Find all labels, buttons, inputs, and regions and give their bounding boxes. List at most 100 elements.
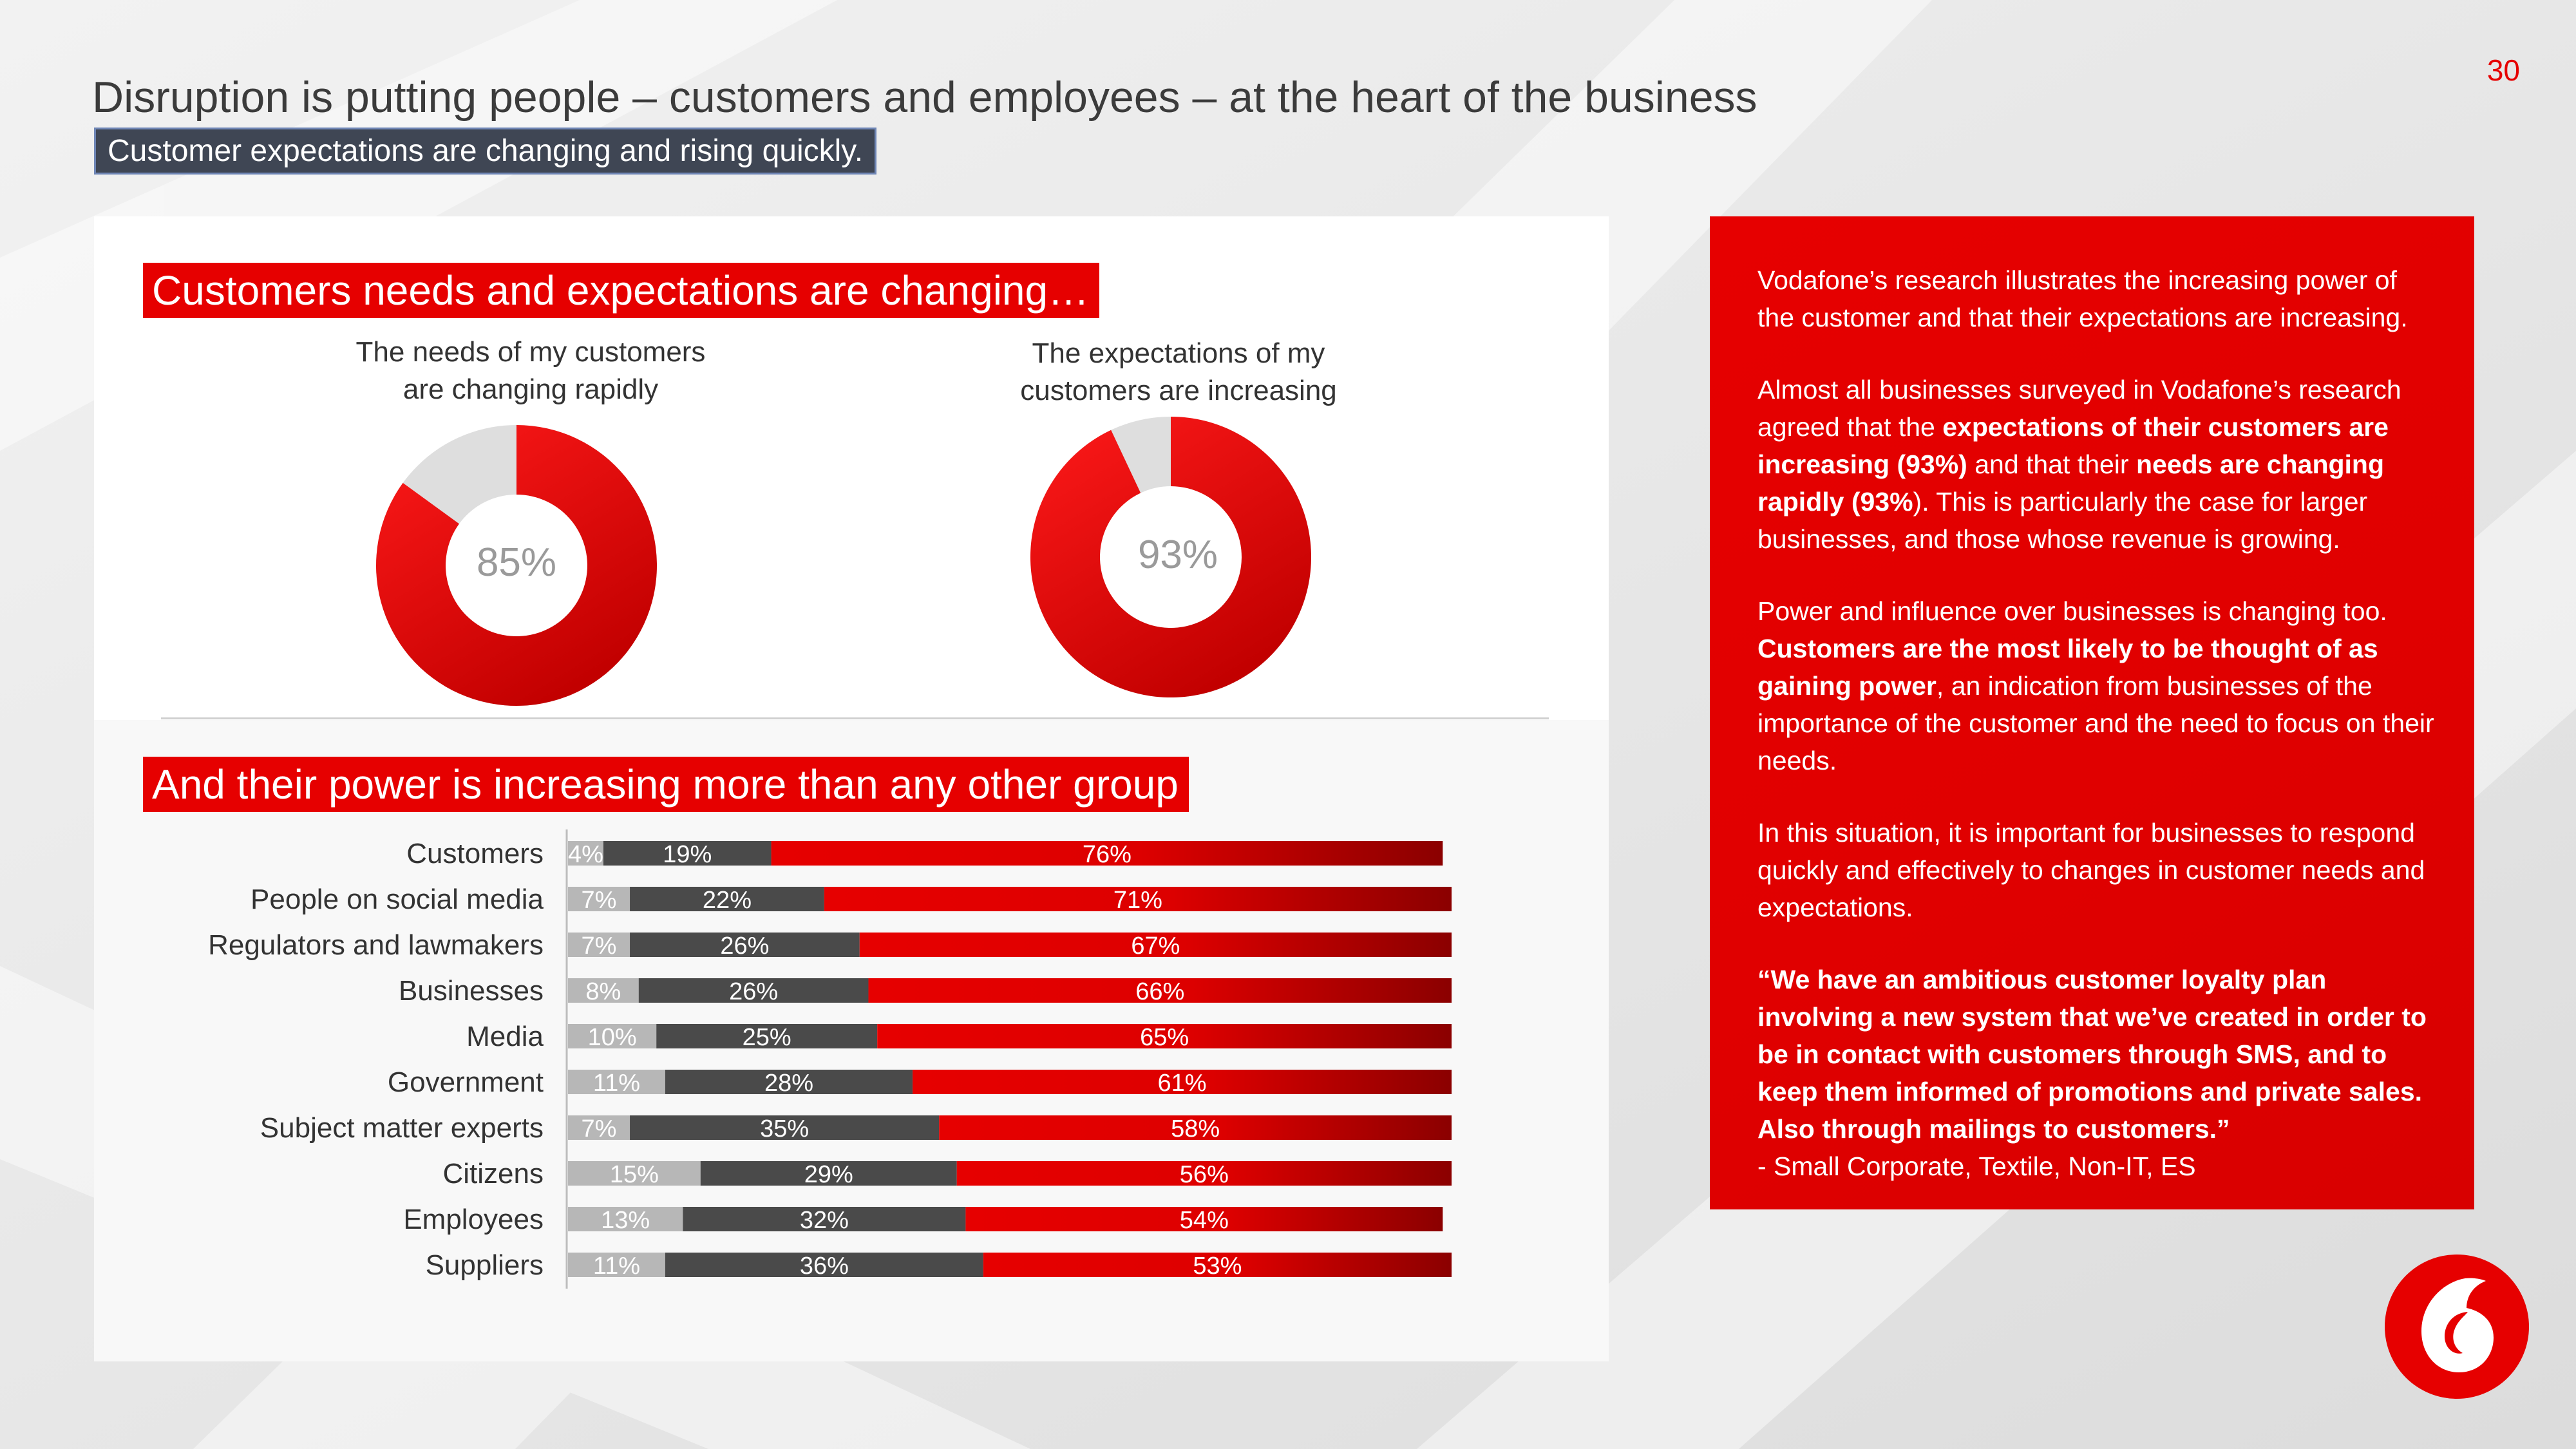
- bar-segment: [939, 1115, 1452, 1140]
- bar-segment: [700, 1161, 957, 1186]
- donut-chart-expectations: [1030, 417, 1311, 697]
- bar-segment: [568, 933, 630, 957]
- side-paragraph-2: Almost all businesses surveyed in Vodafo…: [1757, 375, 2401, 554]
- side-paragraph-4: In this situation, it is important for b…: [1757, 818, 2425, 922]
- section-divider: [161, 717, 1549, 719]
- bar-segment: [656, 1024, 878, 1048]
- donut-caption-expectations: The expectations of my customers are inc…: [953, 335, 1404, 410]
- donut-caption-needs-line2: are changing rapidly: [402, 374, 659, 405]
- bar-segment: [603, 841, 772, 866]
- bar-segment: [630, 887, 824, 911]
- stacked-bar-chart: Customers 4% 19% 76% People on social media 7…: [208, 829, 1452, 1307]
- bar-segment: [568, 1024, 657, 1048]
- bar-segment: [824, 887, 1452, 911]
- bar-value-label: 65%: [1140, 1024, 1189, 1051]
- bar-segment: [877, 1024, 1452, 1048]
- bar-segment: [665, 1070, 913, 1094]
- slide-number: 30: [2486, 53, 2520, 87]
- side-paragraph-1: Vodafone’s research illustrates the incr…: [1757, 265, 2408, 332]
- bar-value-label: 53%: [1193, 1253, 1242, 1280]
- bar-segment: [913, 1070, 1452, 1094]
- bar-segment: [665, 1253, 983, 1277]
- donut-caption-needs-line1: The needs of my customers: [355, 336, 706, 368]
- bar-value-label: 7%: [582, 1115, 617, 1142]
- bar-segment: [983, 1253, 1452, 1277]
- bar-segment: [630, 933, 860, 957]
- donut-value-needs: 85%: [476, 540, 557, 585]
- bar-value-label: 11%: [593, 1253, 640, 1280]
- bar-segment: [568, 1115, 630, 1140]
- bar-value-label: 19%: [663, 841, 712, 868]
- side-quote: “We have an ambitious customer loyalty p…: [1757, 965, 2427, 1144]
- legend-label: Becoming less powerful: [462, 1305, 734, 1307]
- category-label: Businesses: [399, 975, 544, 1007]
- donut-caption-expectations-line2: customers are increasing: [1020, 375, 1337, 406]
- category-label: Media: [466, 1021, 544, 1052]
- bar-segment: [956, 1161, 1452, 1186]
- slide-title: Disruption is putting people – customers…: [92, 73, 1757, 122]
- category-label: Employees: [403, 1204, 544, 1235]
- bar-value-label: 4%: [568, 841, 603, 868]
- bar-value-label: 66%: [1135, 978, 1184, 1005]
- bar-segment: [568, 841, 603, 866]
- section-label-power: And their power is increasing more than …: [143, 757, 1189, 812]
- bar-value-label: 13%: [601, 1207, 650, 1234]
- bar-value-label: 8%: [585, 978, 621, 1005]
- donut-expectations-value-slice: [1030, 417, 1311, 697]
- category-label: Subject matter experts: [260, 1112, 544, 1144]
- category-label: Customers: [406, 838, 544, 869]
- bar-segment: [568, 1070, 665, 1094]
- bar-value-label: 67%: [1131, 933, 1180, 960]
- bar-value-label: 10%: [588, 1024, 637, 1051]
- bar-segment: [859, 933, 1452, 957]
- side-paragraph-3: Power and influence over businesses is c…: [1757, 596, 2434, 775]
- bar-value-label: 29%: [804, 1161, 853, 1188]
- bar-value-label: 71%: [1113, 887, 1162, 914]
- bar-value-label: 26%: [720, 933, 769, 960]
- bar-value-label: 28%: [764, 1070, 813, 1097]
- slide-subtitle: Customer expectations are changing and r…: [94, 128, 877, 175]
- bar-segment: [568, 1253, 665, 1277]
- bar-value-label: 7%: [582, 933, 617, 960]
- bar-segment: [568, 1161, 701, 1186]
- bar-segment: [568, 887, 630, 911]
- bar-value-label: 7%: [582, 887, 617, 914]
- bar-value-label: 54%: [1180, 1207, 1229, 1234]
- category-label: Government: [388, 1066, 544, 1098]
- legend-label: Becoming more powerful: [988, 1305, 1273, 1307]
- donut-caption-needs: The needs of my customers are changing r…: [305, 334, 756, 408]
- category-label: Regulators and lawmakers: [208, 929, 544, 961]
- bar-value-label: 11%: [593, 1070, 640, 1097]
- category-label: People on social media: [251, 884, 544, 915]
- bar-value-label: 76%: [1083, 841, 1132, 868]
- legend-label: No change: [799, 1305, 923, 1307]
- donut-needs-value-slice: [375, 425, 657, 706]
- category-label: Citizens: [443, 1158, 544, 1189]
- side-attribution: - Small Corporate, Textile, Non-IT, ES: [1757, 1151, 2196, 1181]
- bar-value-label: 36%: [800, 1253, 849, 1280]
- bar-value-label: 56%: [1180, 1161, 1229, 1188]
- side-panel: Vodafone’s research illustrates the incr…: [1710, 216, 2474, 1209]
- donut-value-expectations: 93%: [1137, 533, 1218, 577]
- donut-chart-needs: [375, 425, 657, 706]
- bar-segment: [683, 1207, 966, 1231]
- category-label: Suppliers: [426, 1249, 544, 1281]
- bar-value-label: 61%: [1158, 1070, 1207, 1097]
- bar-value-label: 22%: [703, 887, 752, 914]
- bar-value-label: 25%: [743, 1024, 791, 1051]
- bar-value-label: 35%: [760, 1115, 809, 1142]
- bar-segment: [568, 978, 639, 1003]
- bar-value-label: 15%: [610, 1161, 659, 1188]
- bar-segment: [568, 1207, 683, 1231]
- bar-value-label: 32%: [800, 1207, 849, 1234]
- bar-segment: [868, 978, 1452, 1003]
- section-label-expectations: Customers needs and expectations are cha…: [143, 263, 1100, 318]
- donut-caption-expectations-line1: The expectations of my: [1032, 337, 1325, 369]
- bar-segment: [965, 1207, 1443, 1231]
- bar-segment: [630, 1115, 940, 1140]
- vodafone-logo-icon: [2385, 1255, 2529, 1399]
- bar-value-label: 26%: [729, 978, 778, 1005]
- bar-segment: [638, 978, 869, 1003]
- bar-segment: [771, 841, 1443, 866]
- bar-value-label: 58%: [1171, 1115, 1220, 1142]
